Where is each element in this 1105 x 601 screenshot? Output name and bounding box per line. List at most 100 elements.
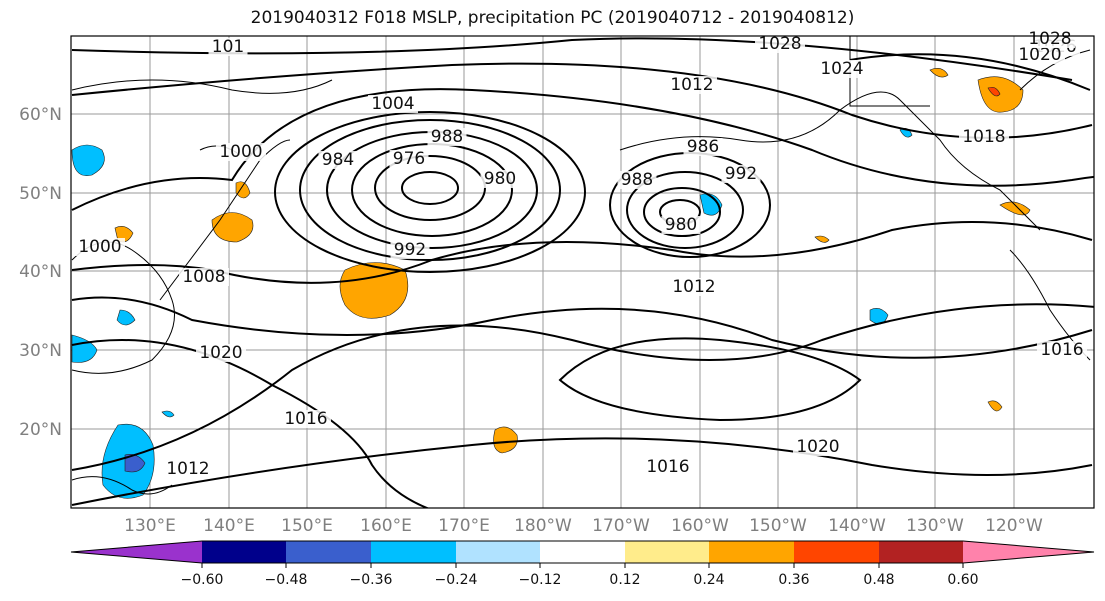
isobar-label: 1020 xyxy=(796,437,839,457)
graticule xyxy=(71,36,1094,508)
precip-area xyxy=(71,334,98,363)
precip-area xyxy=(161,410,175,418)
isobar-label: 1004 xyxy=(371,94,414,114)
precip-area xyxy=(235,181,251,199)
colorbar: −0.60 −0.48 −0.36 −0.24 −0.12 0.12 0.24 0.36 0.4… xyxy=(70,540,1095,588)
isobar-label: 980 xyxy=(484,169,516,189)
isobar-label: 980 xyxy=(665,215,697,235)
isobar xyxy=(71,339,430,508)
precip-area xyxy=(116,309,136,326)
longitude-label: 140°W xyxy=(828,516,886,536)
longitude-label: 120°W xyxy=(985,516,1043,536)
latitude-label: 60°N xyxy=(19,105,62,125)
isobar xyxy=(558,337,862,422)
isobar-label: 984 xyxy=(322,150,354,170)
isobar xyxy=(643,187,721,237)
precip-area xyxy=(493,426,518,454)
colorbar-tick-label: 0.12 xyxy=(609,572,640,588)
map-title: 2019040312 F018 MSLP, precipitation PC (… xyxy=(250,8,855,28)
longitude-label: 160°W xyxy=(671,516,729,536)
colorbar-swatch xyxy=(71,541,202,563)
isobar-label: 1016 xyxy=(646,457,689,477)
isobar-label: 1020 xyxy=(1018,45,1061,65)
colorbar-swatch xyxy=(625,541,709,563)
latitude-label: 40°N xyxy=(19,262,62,282)
precip-area xyxy=(124,454,146,473)
precip-area xyxy=(977,76,1024,113)
precip-area xyxy=(929,68,949,78)
colorbar-tick-label: −0.48 xyxy=(265,572,308,588)
isobar-label: 1012 xyxy=(166,459,209,479)
longitude-label: 130°E xyxy=(124,516,176,536)
colorbar-swatch xyxy=(963,541,1094,563)
precip-area xyxy=(339,262,409,319)
colorbar-tick-label: −0.36 xyxy=(350,572,393,588)
isobar-label: 1012 xyxy=(670,75,713,95)
precip-area xyxy=(869,308,889,325)
isobar-label: 101 xyxy=(212,37,244,57)
colorbar-tick-label: 0.48 xyxy=(863,572,894,588)
colorbar-swatch xyxy=(286,541,371,563)
isobar-label: 1000 xyxy=(78,237,121,257)
map-frame xyxy=(70,35,1095,509)
longitude-label: 170°E xyxy=(438,516,490,536)
isobar xyxy=(71,437,1093,506)
colorbar-tick-label: 0.60 xyxy=(947,572,978,588)
precip-area xyxy=(211,212,254,243)
latitude-labels: 60°N 50°N 40°N 30°N 20°N xyxy=(19,105,62,440)
colorbar-tick-label: 0.36 xyxy=(778,572,809,588)
isobar-labels: 1028102410261020101210041000988984976980… xyxy=(75,29,1087,479)
longitude-label: 150°E xyxy=(281,516,333,536)
colorbar-swatch xyxy=(456,541,540,563)
isobar-label: 1024 xyxy=(820,59,863,79)
isobar-label: 1020 xyxy=(199,343,242,363)
isobar-label: 992 xyxy=(725,164,757,184)
isobar-label: 1012 xyxy=(672,277,715,297)
latitude-label: 30°N xyxy=(19,341,62,361)
isobar-label: 988 xyxy=(431,127,463,147)
colorbar-tick-label: −0.60 xyxy=(181,572,224,588)
precip-area xyxy=(999,201,1031,216)
longitude-label: 140°E xyxy=(203,516,255,536)
longitude-label: 150°W xyxy=(749,516,807,536)
isobar xyxy=(849,53,1091,91)
isobar-label: 1016 xyxy=(1040,340,1083,360)
isobar xyxy=(71,303,1094,471)
latitude-label: 50°N xyxy=(19,184,62,204)
longitude-label: 180°W xyxy=(514,516,572,536)
isobar xyxy=(626,171,744,249)
isobar-label: 1008 xyxy=(182,267,225,287)
precip-area xyxy=(987,400,1003,412)
isobar-label: 1016 xyxy=(284,409,327,429)
isobar xyxy=(71,88,1094,211)
isobar xyxy=(274,111,586,273)
isobar-label: 1028 xyxy=(758,34,801,54)
isobar-label: 992 xyxy=(394,240,426,260)
latitude-label: 20°N xyxy=(19,420,62,440)
isobars xyxy=(71,37,1094,508)
colorbar-swatch xyxy=(794,541,879,563)
isobar-label: 1000 xyxy=(219,142,262,162)
colorbar-tick-label: −0.24 xyxy=(435,572,478,588)
precip-area xyxy=(814,235,830,243)
colorbar-swatch xyxy=(371,541,456,563)
longitude-labels: 130°E 140°E 150°E 160°E 170°E 180°W 170°W 160°W… xyxy=(124,516,1043,536)
isobar xyxy=(401,171,459,205)
colorbar-tick-label: 0.24 xyxy=(693,572,724,588)
precip-area xyxy=(71,144,105,177)
colorbar-swatch xyxy=(202,541,286,563)
colorbar-swatch xyxy=(879,541,963,563)
longitude-label: 160°E xyxy=(360,516,412,536)
isobar xyxy=(71,62,1093,139)
isobar xyxy=(71,296,1093,359)
colorbar-swatch xyxy=(540,541,625,563)
isobar-label: 988 xyxy=(621,170,653,190)
colorbar-swatch xyxy=(709,541,794,563)
longitude-label: 170°W xyxy=(592,516,650,536)
precip-area xyxy=(987,86,1001,97)
isobar-label: 976 xyxy=(393,149,425,169)
longitude-label: 130°W xyxy=(906,516,964,536)
isobar-label: 1018 xyxy=(962,127,1005,147)
isobar-label: 986 xyxy=(687,137,719,157)
